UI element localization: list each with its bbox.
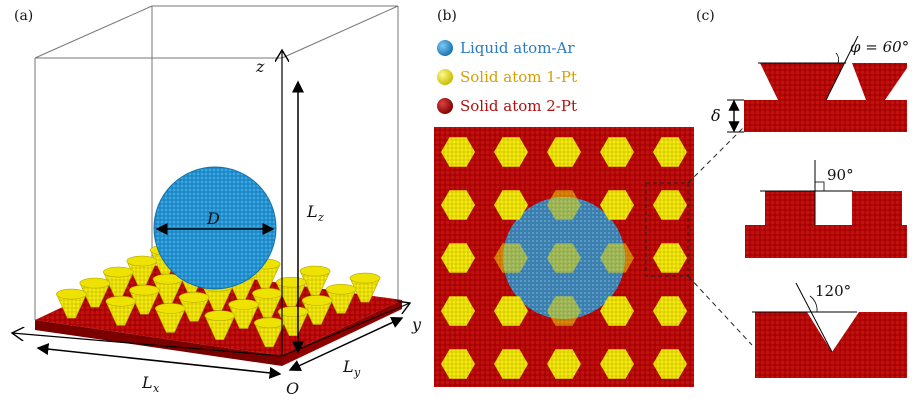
pillar-top-hex xyxy=(653,137,687,167)
pillar-top-hex xyxy=(494,190,528,220)
pillar-cone xyxy=(129,284,160,315)
svg-text:L: L xyxy=(141,373,153,392)
origin-label: O xyxy=(286,379,299,398)
pillar-top-hex xyxy=(547,296,581,326)
pillar-top-hex xyxy=(653,243,687,273)
pillar-top-hex xyxy=(494,137,528,167)
pillar-top-hex xyxy=(600,349,634,379)
droplet-sphere xyxy=(153,166,277,290)
svg-text:y: y xyxy=(353,366,361,379)
pillar-cone xyxy=(228,299,260,329)
pillar-cone xyxy=(55,288,87,319)
pillar-top-hex xyxy=(547,137,581,167)
pillar-tops xyxy=(441,137,687,379)
svg-text:x: x xyxy=(153,382,160,395)
delta-label: δ xyxy=(711,106,721,125)
angle-90-label: 90° xyxy=(827,166,854,184)
pillar-cone xyxy=(152,273,184,304)
ly-arrow xyxy=(288,316,404,372)
legend-label-ar: Liquid atom-Ar xyxy=(460,39,575,57)
legend-marker-ar xyxy=(437,40,453,56)
pillar-cone xyxy=(325,283,357,314)
pillar-top-hex xyxy=(547,349,581,379)
angle-60-label: φ = 60° xyxy=(850,38,909,56)
svg-text:L: L xyxy=(342,357,354,376)
pillar-top-hex xyxy=(600,137,634,167)
profile-120-degree: 120° xyxy=(752,282,907,378)
pillar-cone xyxy=(204,310,236,340)
pillar-top-hex xyxy=(494,349,528,379)
pillar-top-hex xyxy=(494,296,528,326)
pillar-top-hex xyxy=(653,296,687,326)
pillar-top-hex xyxy=(600,190,634,220)
lz-label: L z xyxy=(306,202,324,224)
pillar-cone xyxy=(126,255,158,286)
pillar-top-hex xyxy=(547,190,581,220)
pillar-cone xyxy=(349,272,381,303)
pillar-top-hex xyxy=(600,243,634,273)
pillar-top-hex xyxy=(653,349,687,379)
diameter-label: D xyxy=(206,209,220,228)
panel-b: (b) Liquid atom-Ar Solid atom 1-Pt Solid… xyxy=(434,8,694,387)
legend-marker-pt2 xyxy=(437,98,453,114)
y-axis-label: y xyxy=(411,315,422,334)
selection-box xyxy=(645,182,689,277)
panel-a: (a) D z xyxy=(12,5,422,398)
pillar-top-hex xyxy=(653,190,687,220)
legend: Liquid atom-Ar Solid atom 1-Pt Solid ato… xyxy=(437,39,577,115)
legend-marker-pt1 xyxy=(437,69,453,85)
pillar-top-hex xyxy=(441,137,475,167)
panel-a-label: (a) xyxy=(14,8,33,24)
panel-c: (c) φ = 60° δ 90° xyxy=(696,8,909,378)
panel-b-label: (b) xyxy=(437,8,457,24)
legend-label-pt2: Solid atom 2-Pt xyxy=(460,97,577,115)
svg-text:φ = 60°: φ = 60° xyxy=(850,38,909,56)
connector-lines xyxy=(687,127,753,346)
pillar-top-hex xyxy=(441,190,475,220)
z-axis-label: z xyxy=(255,57,265,76)
pillar-cone xyxy=(251,288,283,318)
legend-label-pt1: Solid atom 1-Pt xyxy=(460,68,577,86)
lx-arrow xyxy=(36,343,282,379)
pillar-top-hex xyxy=(441,243,475,273)
pillar-top-hex xyxy=(441,296,475,326)
pillar-cone xyxy=(105,295,137,326)
ly-label: L y xyxy=(342,357,361,379)
pillar-top-hex xyxy=(441,349,475,379)
angle-120-label: 120° xyxy=(815,282,851,300)
profile-90-degree: 90° xyxy=(745,160,907,258)
panel-c-label: (c) xyxy=(696,8,715,24)
pillar-top-hex xyxy=(547,243,581,273)
pillar-top-hex xyxy=(600,296,634,326)
pillar-cone xyxy=(154,303,186,333)
profile-60-degree: φ = 60° δ xyxy=(711,35,909,133)
svg-text:L: L xyxy=(306,202,318,221)
pillar-top-hex xyxy=(494,243,528,273)
lx-label: L x xyxy=(141,373,160,395)
svg-text:z: z xyxy=(317,211,324,224)
pillar-cone xyxy=(178,292,210,322)
pillar-cone xyxy=(79,277,111,308)
simulation-box xyxy=(34,5,399,362)
